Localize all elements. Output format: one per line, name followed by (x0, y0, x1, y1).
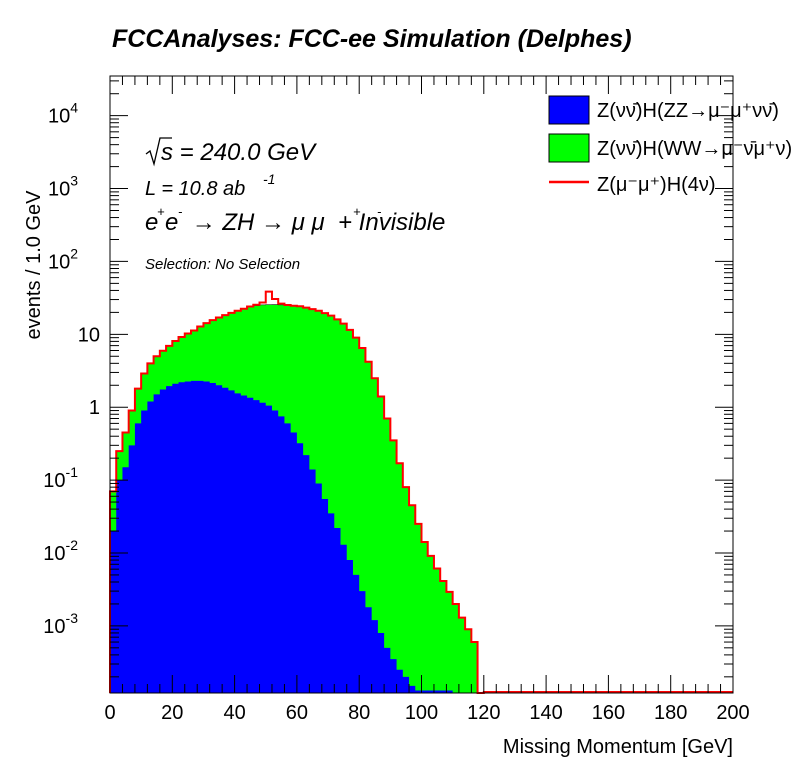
legend-entry-ww: Z(νν̄)H(WW→μ⁻ν̄μ⁺ν) (548, 133, 792, 163)
legend: Z(νν̄)H(ZZ→μ⁻μ⁺νν̄) Z(νν̄)H(WW→μ⁻ν̄μ⁺ν) … (548, 95, 792, 196)
annotations: s = 240.0 GeV L = 10.8 ab -1 e e → ZH → … (145, 137, 445, 273)
stacked-histograms (109, 290, 733, 694)
legend-label-zz: Z(νν̄)H(ZZ→μ⁻μ⁺νν̄) (597, 100, 779, 122)
y-tick-label: 1 (89, 397, 100, 419)
x-tick-label: 160 (592, 702, 625, 724)
process-eplus-sup: + (157, 204, 165, 219)
selection-text: Selection: No Selection (145, 256, 300, 273)
legend-entry-4nu: Z(μ⁻μ⁺)H(4ν) (549, 174, 716, 196)
luminosity-annotation: L = 10.8 ab -1 (145, 171, 275, 200)
y-tick-label: 103 (48, 173, 78, 201)
y-axis-label: events / 1.0 GeV (23, 190, 45, 340)
x-tick-label: 80 (348, 702, 370, 724)
x-tick-label: 100 (405, 702, 438, 724)
sqrt-s-text: s = 240.0 GeV (161, 139, 317, 166)
x-tick-label: 40 (223, 702, 245, 724)
process-text: e e → ZH → μ μ + Invisible (145, 209, 445, 236)
sqrt-symbol-icon (145, 137, 172, 167)
x-tick-label: 200 (716, 702, 749, 724)
process-muminus-sup: - (377, 204, 382, 219)
y-tick-label: 10-2 (43, 537, 78, 565)
x-tick-label: 60 (286, 702, 308, 724)
chart-title: FCCAnalyses: FCC-ee Simulation (Delphes) (112, 25, 632, 53)
y-tick-label: 10-1 (43, 464, 78, 492)
luminosity-exponent: -1 (263, 171, 275, 187)
sqrt-s-annotation: s = 240.0 GeV (145, 137, 317, 167)
process-eminus-sup: - (178, 204, 183, 219)
series-line-4nu (109, 290, 733, 694)
x-tick-label: 120 (467, 702, 500, 724)
y-tick-label: 102 (48, 245, 78, 273)
y-tick-label: 10-3 (43, 610, 78, 638)
process-muplus-sup: + (353, 204, 361, 219)
stack-area-zz (110, 380, 484, 693)
x-tick-label: 0 (104, 702, 115, 724)
luminosity-text: L = 10.8 ab (145, 178, 245, 200)
axes: 0 20 40 60 80 100 120 140 160 180 20010-310-210-11… (43, 76, 750, 724)
legend-label-ww: Z(νν̄)H(WW→μ⁻ν̄μ⁺ν) (597, 138, 792, 160)
legend-entry-zz: Z(νν̄)H(ZZ→μ⁻μ⁺νν̄) (548, 95, 779, 125)
x-tick-label: 140 (529, 702, 562, 724)
x-tick-label: 20 (161, 702, 183, 724)
process-annotation: e e → ZH → μ μ + Invisible + - + - (145, 204, 445, 236)
y-tick-label: 10 (78, 324, 100, 346)
legend-swatch-green (548, 133, 590, 163)
x-tick-label: 180 (654, 702, 687, 724)
legend-swatch-blue (548, 95, 590, 125)
x-axis-label: Missing Momentum [GeV] (503, 736, 733, 758)
y-tick-label: 104 (48, 100, 78, 128)
legend-label-4nu: Z(μ⁻μ⁺)H(4ν) (597, 174, 716, 196)
